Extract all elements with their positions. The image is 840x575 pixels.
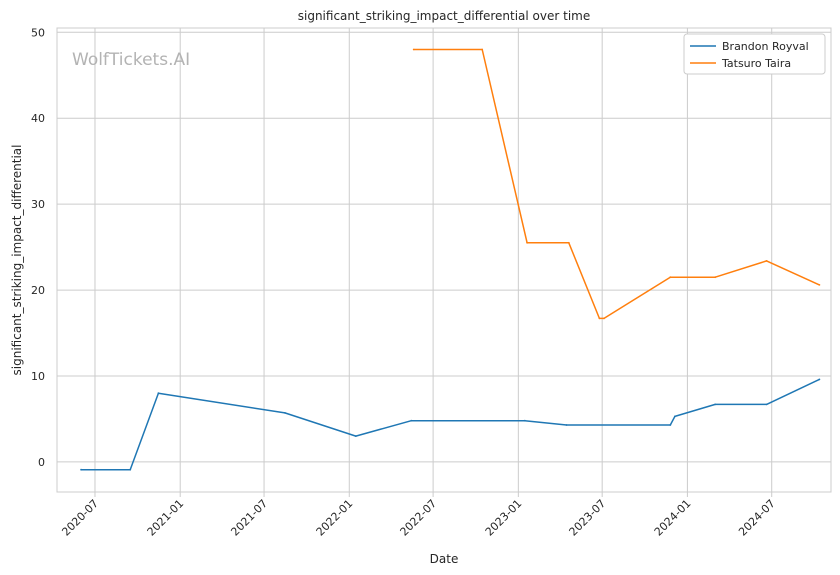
data-point xyxy=(284,412,286,414)
data-point xyxy=(481,48,484,51)
series-line xyxy=(413,48,820,320)
y-tick-label: 50 xyxy=(31,26,45,39)
y-tick-label: 0 xyxy=(38,456,45,469)
data-point xyxy=(523,419,526,422)
data-point xyxy=(765,260,768,262)
data-point xyxy=(410,419,413,422)
data-point xyxy=(818,378,821,381)
series-tatsuro-taira xyxy=(412,48,821,320)
plot-area xyxy=(56,27,832,493)
y-tick-label: 40 xyxy=(31,112,45,125)
data-point xyxy=(157,392,160,395)
grid xyxy=(57,28,831,492)
y-tick-label: 30 xyxy=(31,198,45,211)
legend-box xyxy=(683,33,826,75)
data-point xyxy=(567,241,570,244)
data-point xyxy=(714,403,717,406)
series-layer xyxy=(80,48,821,471)
y-tick-label: 20 xyxy=(31,284,45,297)
watermark: WolfTickets.AI xyxy=(72,50,190,70)
data-point xyxy=(354,435,357,437)
data-point xyxy=(669,424,672,426)
data-point xyxy=(565,424,568,426)
data-point xyxy=(598,317,601,320)
data-point xyxy=(129,468,132,471)
legend-label: Tatsuro Taira xyxy=(721,57,791,70)
data-point xyxy=(669,276,672,279)
data-point xyxy=(412,48,415,51)
data-point xyxy=(526,241,528,244)
y-tick-label: 10 xyxy=(31,370,45,383)
legend: Brandon Royval Tatsuro Taira xyxy=(683,33,826,75)
y-axis-ticks: 0 10 20 30 40 50 xyxy=(31,26,45,469)
series-brandon-royval xyxy=(80,378,821,471)
chart-title: significant_striking_impact_differential… xyxy=(298,9,590,23)
data-point xyxy=(765,403,768,406)
y-axis-label: significant_striking_impact_differential xyxy=(10,145,24,376)
data-point xyxy=(603,317,605,320)
data-point xyxy=(714,276,717,279)
legend-label: Brandon Royval xyxy=(722,40,809,53)
data-point xyxy=(674,415,676,418)
data-point xyxy=(80,468,82,471)
data-point xyxy=(818,284,821,286)
x-axis-label: Date xyxy=(430,552,459,566)
